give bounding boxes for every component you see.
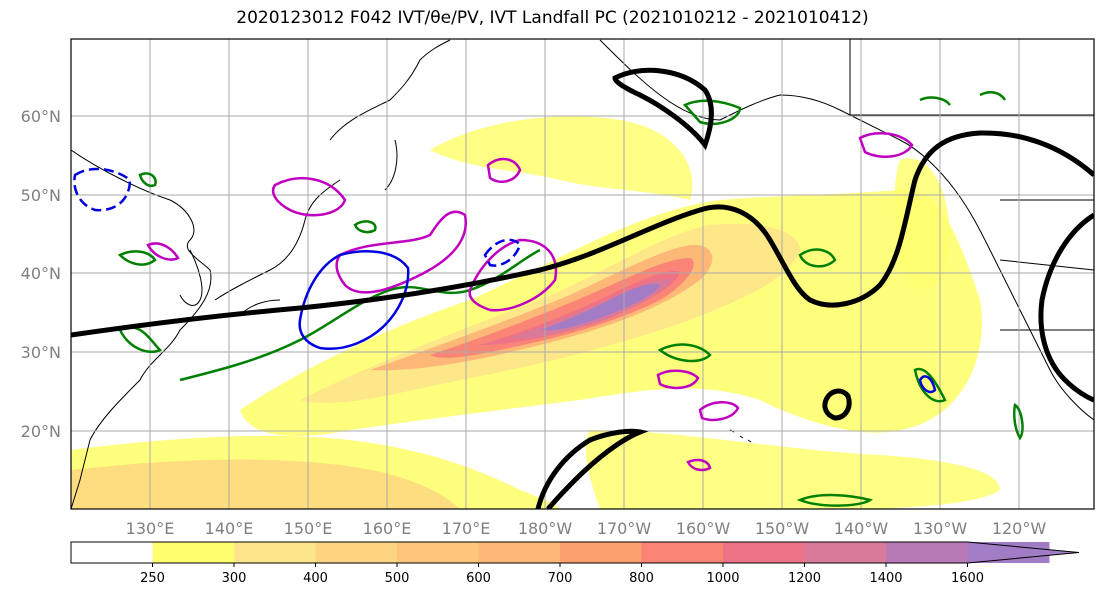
ivt-band-900	[430, 258, 694, 358]
colorbar-segment	[152, 542, 235, 563]
lon-label: 170°E	[442, 519, 491, 538]
colorbar-segment	[315, 542, 398, 563]
lon-label: 150°E	[284, 519, 333, 538]
colorbar-tick-label: 700	[548, 571, 573, 586]
pv-magenta-contour	[335, 210, 468, 294]
pv-green-contour	[1012, 402, 1024, 441]
colorbar-tick-label: 500	[385, 571, 410, 586]
pv-magenta-contour	[468, 238, 558, 312]
lat-label: 30°N	[21, 343, 61, 362]
lat-label: 50°N	[21, 186, 61, 205]
theta-e-contour	[612, 67, 714, 151]
ivt-band-250-north	[430, 116, 693, 200]
colorbar-ticks: 250 300 400 500 600 700 800 1000 1200 1400 1600	[140, 563, 984, 586]
colorbar-segment	[234, 542, 316, 563]
ivt-band-250-se	[585, 430, 1000, 509]
ivt-band-600	[370, 244, 713, 371]
lon-label: 130°E	[126, 519, 175, 538]
lon-label: 180°W	[518, 519, 573, 538]
pv-green-contour	[913, 367, 947, 403]
colorbar-segment	[71, 542, 153, 563]
colorbar-segment	[886, 542, 968, 563]
colorbar-tick-label: 300	[222, 571, 247, 586]
lon-label: 160°E	[363, 519, 412, 538]
pv-green-contour	[798, 248, 837, 268]
colorbar-tick-label: 250	[140, 571, 165, 586]
lon-label: 160°W	[676, 519, 731, 538]
pv-green-contour	[117, 250, 157, 266]
lat-label: 20°N	[21, 422, 61, 441]
ivt-band-1200	[480, 270, 680, 345]
ivt-band-1600	[540, 283, 660, 331]
pv-green-contour	[353, 220, 377, 234]
colorbar-segment	[478, 542, 561, 563]
pv-magenta-contour	[656, 369, 700, 390]
colorbar-segment	[560, 542, 642, 563]
korea-coast	[179, 249, 203, 306]
ivt-shading	[71, 116, 1000, 509]
ivt-band-300-south	[71, 459, 460, 509]
colorbar-tick-label: 1000	[706, 571, 739, 586]
theta-e-contours	[71, 67, 1094, 509]
theta-e-contour	[822, 388, 852, 421]
pv-magenta-contour	[271, 177, 347, 217]
ivt-band-250-coast	[894, 158, 950, 290]
lon-label: 140°W	[834, 519, 889, 538]
pv-green-contour	[138, 172, 157, 187]
pv-green-contour	[796, 493, 873, 507]
lon-label: 170°W	[597, 519, 652, 538]
theta-e-contour	[1038, 212, 1094, 403]
lon-label: 140°E	[205, 519, 254, 538]
lon-label: 120°W	[992, 519, 1047, 538]
latitude-labels: 60°N 50°N 40°N 30°N 20°N	[21, 107, 61, 441]
colorbar-segment	[723, 542, 805, 563]
colorbar-outline	[70, 541, 1080, 564]
lat-label: 60°N	[21, 107, 61, 126]
colorbar-tick-label: 600	[466, 571, 491, 586]
colorbar-tick-label: 800	[629, 571, 654, 586]
asia-coast	[71, 149, 212, 509]
colorbar-extend-arrow	[967, 542, 1079, 563]
lat-label: 40°N	[21, 264, 61, 283]
pv-green-contour	[919, 91, 1007, 106]
lon-label: 150°W	[755, 519, 810, 538]
colorbar-tick-label: 1400	[869, 571, 902, 586]
colorbar-segment	[397, 542, 479, 563]
colorbar-segment	[804, 542, 887, 563]
pv-green-contour	[657, 343, 712, 363]
map-frame	[70, 38, 1095, 510]
pv-magenta-contour	[858, 132, 914, 158]
pv-magenta-contour	[698, 401, 740, 422]
colorbar-tick-label: 1600	[951, 571, 984, 586]
colorbar-segment	[641, 542, 724, 563]
theta-e-contour	[535, 428, 649, 509]
longitude-labels: 130°E 140°E 150°E 160°E 170°E 180°W 170°…	[126, 519, 1047, 538]
lon-label: 130°W	[913, 519, 968, 538]
map-title: 2020123012 F042 IVT/θe/PV, IVT Landfall …	[236, 8, 869, 28]
pv-blue-contour	[73, 167, 132, 212]
colorbar-tick-label: 1200	[788, 571, 821, 586]
pv-contours	[73, 91, 1024, 507]
pv-magenta-contour	[486, 157, 522, 183]
pv-magenta-contour	[686, 458, 712, 472]
pv-blue-contour	[918, 375, 937, 394]
theta-e-contour	[71, 130, 1094, 338]
pv-magenta-contour	[146, 242, 180, 261]
colorbar	[70, 541, 1080, 564]
pv-blue-contour	[483, 238, 522, 267]
colorbar-tick-label: 400	[303, 571, 328, 586]
north-america-border	[849, 39, 1094, 331]
gridlines	[71, 39, 1094, 509]
